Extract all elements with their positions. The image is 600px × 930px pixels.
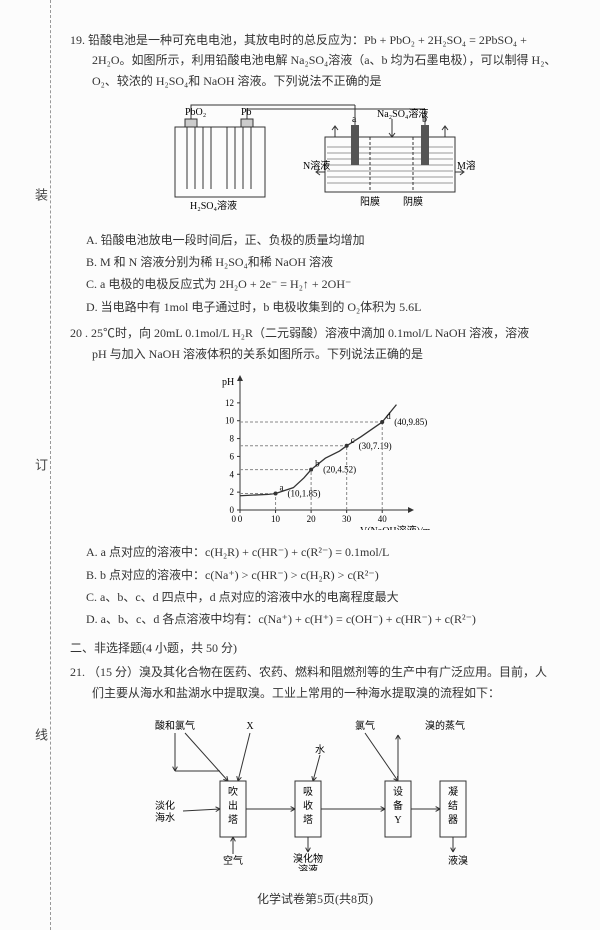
svg-text:20: 20 [307, 514, 317, 524]
svg-text:(10,1.85): (10,1.85) [288, 488, 321, 498]
q20-number: 20 . [70, 326, 88, 340]
svg-text:吹: 吹 [228, 785, 238, 798]
q19-text3: O₂、较浓的 H₂SO₄和 NaOH 溶液。下列说法不正确的是 [70, 71, 560, 91]
q20-text1: 25℃时，向 20mL 0.1mol/L H₂R（二元弱酸）溶液中滴加 0.1m… [91, 326, 529, 340]
svg-text:凝: 凝 [448, 786, 458, 798]
svg-text:0: 0 [238, 514, 243, 524]
q19-optB: B. M 和 N 溶液分别为稀 H₂SO₄和稀 NaOH 溶液 [70, 252, 560, 272]
svg-text:塔: 塔 [303, 813, 313, 826]
svg-text:酸和氯气: 酸和氯气 [155, 719, 195, 732]
q20-chart: 010203040024681012pHV(NaOH溶液)/mL0a(10,1.… [70, 370, 560, 536]
svg-text:(30,7.19): (30,7.19) [359, 441, 392, 451]
q19-text1: 铅酸电池是一种可充电电池，其放电时的总反应为：Pb + PbO₂ + 2H₂SO… [88, 33, 527, 47]
q20-optD: D. a、b、c、d 各点溶液中均有：c(Na⁺) + c(H⁺) = c(OH… [70, 609, 560, 629]
svg-text:10: 10 [225, 416, 235, 426]
svg-text:b: b [315, 459, 320, 469]
svg-text:氯气: 氯气 [355, 719, 375, 732]
svg-text:备: 备 [393, 799, 403, 812]
q21-stem-line1: 21. （15 分）溴及其化合物在医药、农药、燃料和阻燃剂等的生产中有广泛应用。… [70, 662, 560, 682]
q21-text2: 们主要从海水和盐湖水中提取溴。工业上常用的一种海水提取溴的流程如下： [70, 683, 560, 703]
lbl-yin: 阴膜 [403, 196, 423, 208]
lbl-na2so4: Na₂SO₄溶液 [377, 107, 428, 120]
q19-text2: 2H₂O。如图所示，利用铅酸电池电解 Na₂SO₄溶液（a、b 均为石墨电极），… [70, 50, 560, 70]
section-2-title: 二、非选择题(4 小题，共 50 分) [70, 638, 560, 658]
svg-text:溶液: 溶液 [298, 863, 318, 871]
q20-optA: A. a 点对应的溶液中：c(H₂R) + c(HR⁻) + c(R²⁻) = … [70, 542, 560, 562]
svg-text:溴化物: 溴化物 [293, 852, 323, 865]
q21-text1: （15 分）溴及其化合物在医药、农药、燃料和阻燃剂等的生产中有广泛应用。目前，人 [88, 665, 547, 679]
lbl-m: M溶液 [457, 159, 475, 172]
lbl-h2so4: H₂SO₄溶液 [190, 199, 237, 212]
page-footer: 化学试卷第5页(共8页) [70, 889, 560, 909]
q21-number: 21. [70, 665, 85, 679]
svg-text:(20,4.52): (20,4.52) [323, 465, 356, 475]
svg-text:吸: 吸 [303, 787, 313, 798]
q19-stem-line1: 19. 铅酸电池是一种可充电电池，其放电时的总反应为：Pb + PbO₂ + 2… [70, 30, 560, 50]
margin-char-1: 装 [29, 188, 51, 201]
q19-optD: D. 当电路中有 1mol 电子通过时，b 电极收集到的 O₂体积为 5.6L [70, 297, 560, 317]
svg-text:出: 出 [228, 799, 238, 812]
q19-number: 19. [70, 33, 85, 47]
svg-text:c: c [351, 435, 355, 445]
svg-text:器: 器 [448, 814, 458, 826]
svg-text:Y: Y [394, 815, 401, 826]
svg-text:6: 6 [230, 451, 235, 461]
q19-optA: A. 铅酸电池放电一段时间后，正、负极的质量均增加 [70, 230, 560, 250]
svg-text:10: 10 [271, 514, 281, 524]
svg-text:12: 12 [225, 398, 234, 408]
lbl-n: N溶液 [303, 159, 330, 172]
svg-text:收: 收 [303, 799, 313, 812]
svg-text:40: 40 [378, 514, 388, 524]
svg-text:30: 30 [342, 514, 352, 524]
svg-text:0: 0 [232, 514, 237, 524]
svg-text:设: 设 [393, 786, 403, 798]
svg-text:淡化: 淡化 [155, 799, 175, 812]
question-19: 19. 铅酸电池是一种可充电电池，其放电时的总反应为：Pb + PbO₂ + 2… [70, 30, 560, 317]
svg-text:V(NaOH溶液)/mL: V(NaOH溶液)/mL [360, 524, 430, 530]
q19-optC: C. a 电极的电极反应式为 2H₂O + 2e⁻ = H₂↑ + 2OH⁻ [70, 274, 560, 294]
svg-text:4: 4 [230, 469, 235, 479]
svg-text:水: 水 [315, 744, 325, 756]
question-20: 20 . 25℃时，向 20mL 0.1mol/L H₂R（二元弱酸）溶液中滴加… [70, 323, 560, 630]
svg-text:海水: 海水 [155, 811, 175, 824]
svg-text:pH: pH [222, 377, 234, 388]
svg-text:a: a [280, 482, 284, 492]
lbl-pbo2: PbO₂ [185, 107, 206, 118]
q19-diagram: PbO₂ Pb H₂SO₄溶液 a b Na [70, 97, 560, 223]
svg-text:结: 结 [448, 799, 458, 812]
margin-char-2: 订 [29, 458, 51, 471]
q20-optC: C. a、b、c、d 四点中，d 点对应的溶液中水的电离程度最大 [70, 587, 560, 607]
svg-text:2: 2 [230, 487, 235, 497]
svg-text:X: X [246, 721, 254, 732]
q20-optB: B. b 点对应的溶液中：c(Na⁺) > c(HR⁻) > c(H₂R) > … [70, 565, 560, 585]
margin-binding-column: 装 订 线 [30, 0, 51, 930]
svg-text:d: d [386, 411, 391, 421]
svg-text:溴的蒸气: 溴的蒸气 [425, 719, 465, 732]
margin-char-3: 线 [29, 728, 51, 741]
q21-flowchart: 吹出塔吸收塔设备Y凝结器酸和氯气X氯气溴的蒸气水淡化海水空气溴化物溶液液溴 [70, 711, 560, 877]
svg-text:塔: 塔 [228, 813, 238, 826]
q20-text2: pH 与加入 NaOH 溶液体积的关系如图所示。下列说法正确的是 [70, 344, 560, 364]
q20-stem-line1: 20 . 25℃时，向 20mL 0.1mol/L H₂R（二元弱酸）溶液中滴加… [70, 323, 560, 343]
lbl-yang: 阳膜 [360, 196, 380, 208]
question-21: 21. （15 分）溴及其化合物在医药、农药、燃料和阻燃剂等的生产中有广泛应用。… [70, 662, 560, 877]
svg-text:(40,9.85): (40,9.85) [394, 417, 427, 427]
svg-text:8: 8 [230, 433, 235, 443]
